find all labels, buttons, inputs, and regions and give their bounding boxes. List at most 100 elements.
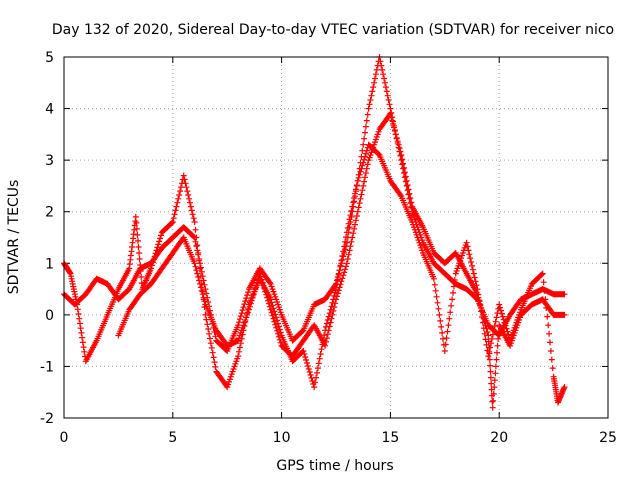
data-point	[431, 281, 438, 288]
data-point	[336, 267, 343, 274]
data-point	[191, 219, 198, 225]
data-point	[382, 84, 389, 91]
data-point	[183, 184, 190, 191]
data-point	[339, 253, 346, 259]
data-point	[372, 75, 378, 82]
data-point	[490, 390, 497, 397]
data-point	[136, 256, 143, 262]
data-point	[491, 323, 498, 329]
data-point	[77, 320, 83, 327]
data-point	[387, 105, 394, 112]
data-point	[315, 360, 322, 367]
data-point	[489, 404, 496, 411]
data-point	[342, 266, 349, 273]
data-point	[365, 105, 372, 112]
data-point	[362, 123, 369, 130]
data-point	[339, 275, 346, 282]
data-point	[75, 311, 82, 317]
data-point	[467, 255, 474, 262]
y-tick-label: 2	[45, 205, 54, 221]
data-point	[548, 356, 555, 363]
series-trace-c	[115, 110, 568, 411]
data-point	[349, 208, 356, 215]
data-point	[312, 379, 319, 386]
data-point	[193, 234, 200, 241]
x-tick-label: 5	[168, 430, 177, 446]
data-point	[442, 341, 449, 348]
data-point	[475, 294, 482, 301]
data-point	[485, 338, 492, 345]
data-point	[334, 276, 341, 283]
y-tick-label: 0	[45, 308, 54, 324]
data-point	[358, 165, 365, 172]
data-point	[81, 348, 88, 355]
data-point	[265, 297, 271, 304]
data-point	[348, 238, 355, 245]
data-point	[404, 182, 411, 189]
data-point	[340, 248, 347, 255]
data-point	[388, 114, 395, 121]
data-point	[272, 311, 279, 318]
data-point	[196, 257, 203, 264]
data-point	[324, 331, 331, 338]
data-point	[267, 296, 274, 303]
data-point	[357, 195, 364, 202]
data-point	[260, 282, 267, 289]
data-point	[184, 188, 191, 195]
data-point	[345, 220, 352, 227]
data-point	[401, 164, 407, 171]
data-point	[350, 230, 357, 237]
data-point	[150, 256, 157, 263]
data-point	[561, 291, 568, 298]
data-point	[155, 241, 162, 248]
data-point	[488, 335, 495, 342]
data-point	[328, 303, 335, 310]
data-point	[547, 348, 554, 354]
data-point	[393, 134, 400, 141]
data-point	[549, 365, 556, 372]
data-point	[359, 162, 366, 169]
data-point	[196, 277, 203, 284]
data-point	[394, 138, 401, 145]
data-point	[198, 287, 205, 294]
data-point	[274, 327, 281, 334]
data-point	[350, 199, 357, 206]
data-point	[351, 195, 358, 201]
data-point	[384, 92, 391, 99]
data-point	[346, 247, 353, 254]
data-point	[497, 304, 504, 311]
data-point	[343, 263, 349, 270]
data-point	[403, 177, 410, 184]
data-point	[262, 288, 269, 295]
data-point	[450, 283, 457, 290]
data-point	[153, 247, 160, 254]
data-point	[195, 274, 202, 280]
data-point	[327, 319, 334, 326]
data-point	[212, 363, 219, 370]
data-point	[171, 211, 178, 218]
data-point	[437, 317, 444, 324]
data-point	[486, 350, 493, 357]
data-point	[539, 270, 546, 277]
data-point	[301, 351, 308, 357]
data-point	[396, 145, 403, 152]
data-point	[493, 356, 500, 363]
data-point	[407, 195, 414, 201]
data-point	[277, 339, 284, 346]
data-point	[341, 269, 348, 276]
data-point	[186, 195, 193, 202]
data-point	[356, 171, 363, 178]
data-point	[206, 330, 213, 337]
data-point	[397, 192, 404, 198]
data-point	[430, 275, 437, 282]
data-point	[372, 71, 379, 78]
x-tick-label: 0	[60, 430, 69, 446]
data-point	[238, 335, 245, 342]
data-point	[403, 182, 410, 189]
data-point	[77, 325, 84, 332]
data-point	[212, 333, 219, 340]
data-point	[476, 298, 483, 305]
data-point	[382, 79, 388, 86]
data-point	[275, 320, 281, 327]
